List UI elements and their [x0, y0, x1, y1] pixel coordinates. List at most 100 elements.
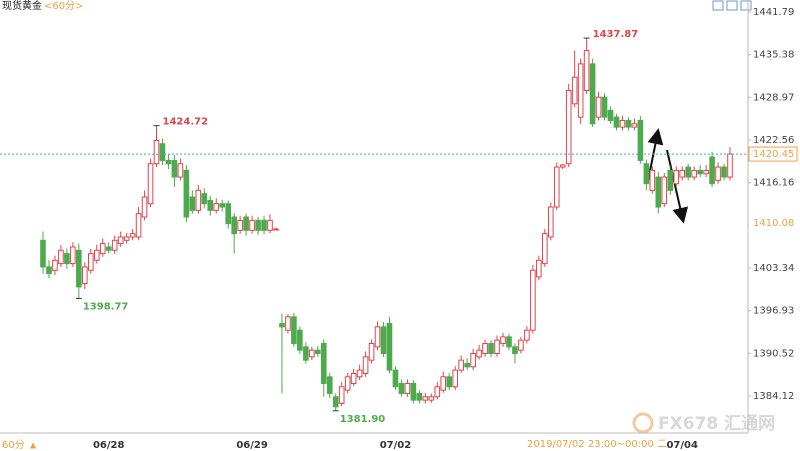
candle-body	[52, 259, 58, 271]
tool-icon[interactable]	[740, 0, 752, 11]
candle-body	[601, 96, 608, 118]
candle-body	[643, 163, 650, 185]
candle-body	[297, 329, 303, 351]
candle-body	[177, 163, 184, 178]
candle-body	[219, 203, 226, 208]
candle-body	[679, 169, 686, 178]
candle-body	[87, 253, 94, 271]
candle-body	[225, 203, 231, 225]
footer-mark: ▲	[30, 441, 37, 450]
candle-body	[565, 90, 572, 165]
y-tick-label: 1428.97	[753, 92, 794, 103]
candle-body	[619, 119, 626, 128]
toolbar[interactable]	[712, 0, 752, 11]
candle-body	[320, 343, 327, 384]
y-tick-label: 1422.56	[753, 135, 794, 146]
candle-body	[135, 213, 142, 238]
y-tick-label: 1390.52	[753, 348, 794, 359]
candle-body	[183, 169, 190, 218]
candle-body	[105, 246, 112, 251]
candle-body	[571, 76, 578, 105]
candle-body	[291, 316, 297, 345]
candle-body	[506, 336, 512, 348]
arrow	[647, 128, 664, 182]
candle-body	[99, 243, 106, 255]
x-tick-label: 07/04	[666, 440, 698, 451]
candle-body	[326, 376, 333, 394]
crosshair-label: 2019/07/02 23:00~00:00 二	[527, 439, 667, 450]
candle-body	[255, 219, 261, 231]
candle-body	[267, 219, 273, 231]
candle-body	[165, 159, 172, 165]
candle-body	[285, 316, 291, 331]
candle-body	[721, 166, 727, 178]
candle-body	[237, 219, 243, 231]
candle-body	[332, 396, 339, 408]
last-price-box	[748, 146, 798, 162]
candle-body	[452, 369, 458, 388]
candle-body	[303, 346, 309, 361]
candle-body	[434, 386, 441, 398]
candle-body	[553, 166, 560, 208]
candle-body	[243, 216, 249, 231]
candle-body	[476, 349, 482, 358]
candle-body	[524, 329, 530, 341]
candle-body	[344, 376, 351, 391]
candle-body	[583, 50, 590, 92]
candle-body	[667, 169, 674, 191]
ref-price-label: 1410.08	[753, 218, 794, 229]
y-tick-label: 1416.16	[753, 178, 794, 189]
candle-body	[93, 249, 100, 261]
candle-body	[386, 323, 393, 371]
y-tick-label: 1396.93	[753, 306, 794, 317]
candle-body	[637, 119, 644, 161]
candle-body	[685, 166, 691, 178]
candle-body	[380, 326, 387, 355]
y-tick-label: 1435.38	[753, 50, 794, 61]
candle-body	[631, 123, 638, 128]
candle-body	[249, 219, 255, 231]
candle-body	[589, 63, 596, 125]
candle-body	[64, 253, 70, 265]
candle-body	[661, 176, 668, 205]
low-label: 1381.90	[340, 414, 386, 425]
candle-body	[201, 193, 208, 205]
candle-body	[147, 163, 154, 205]
tool-icon[interactable]	[726, 0, 738, 11]
candle-body	[727, 153, 733, 178]
watermark-text: FX678 汇通网	[658, 414, 775, 434]
candle-body	[649, 169, 656, 191]
candle-body	[440, 376, 447, 391]
candle-body	[464, 362, 470, 368]
candle-body	[117, 236, 124, 245]
candle-body	[76, 249, 82, 288]
candle-body	[428, 396, 435, 401]
candle-body	[231, 216, 237, 235]
candle-body	[482, 343, 488, 355]
candle-body	[82, 266, 88, 285]
candle-body	[153, 139, 160, 165]
candle-body	[279, 323, 285, 328]
candle-body	[613, 116, 620, 128]
candle-body	[195, 189, 202, 211]
candle-body	[547, 206, 554, 238]
candle-body	[392, 369, 399, 388]
candle-body	[458, 359, 464, 371]
candle-body	[488, 343, 494, 355]
candle-body	[691, 169, 697, 178]
period-label: <60分>	[44, 0, 83, 12]
candle-body	[159, 143, 166, 161]
candle-body	[40, 239, 46, 268]
candle-body	[315, 349, 321, 355]
candle-body	[141, 196, 148, 218]
candle-body	[416, 392, 423, 401]
tool-icon[interactable]	[712, 0, 724, 11]
candle-body	[703, 169, 709, 175]
candle-body	[559, 164, 566, 168]
y-tick-label: 1384.12	[753, 391, 794, 402]
candle-body	[607, 109, 614, 121]
period-footer: 60分	[2, 439, 25, 451]
candle-body	[70, 246, 76, 265]
candle-body	[422, 396, 429, 401]
